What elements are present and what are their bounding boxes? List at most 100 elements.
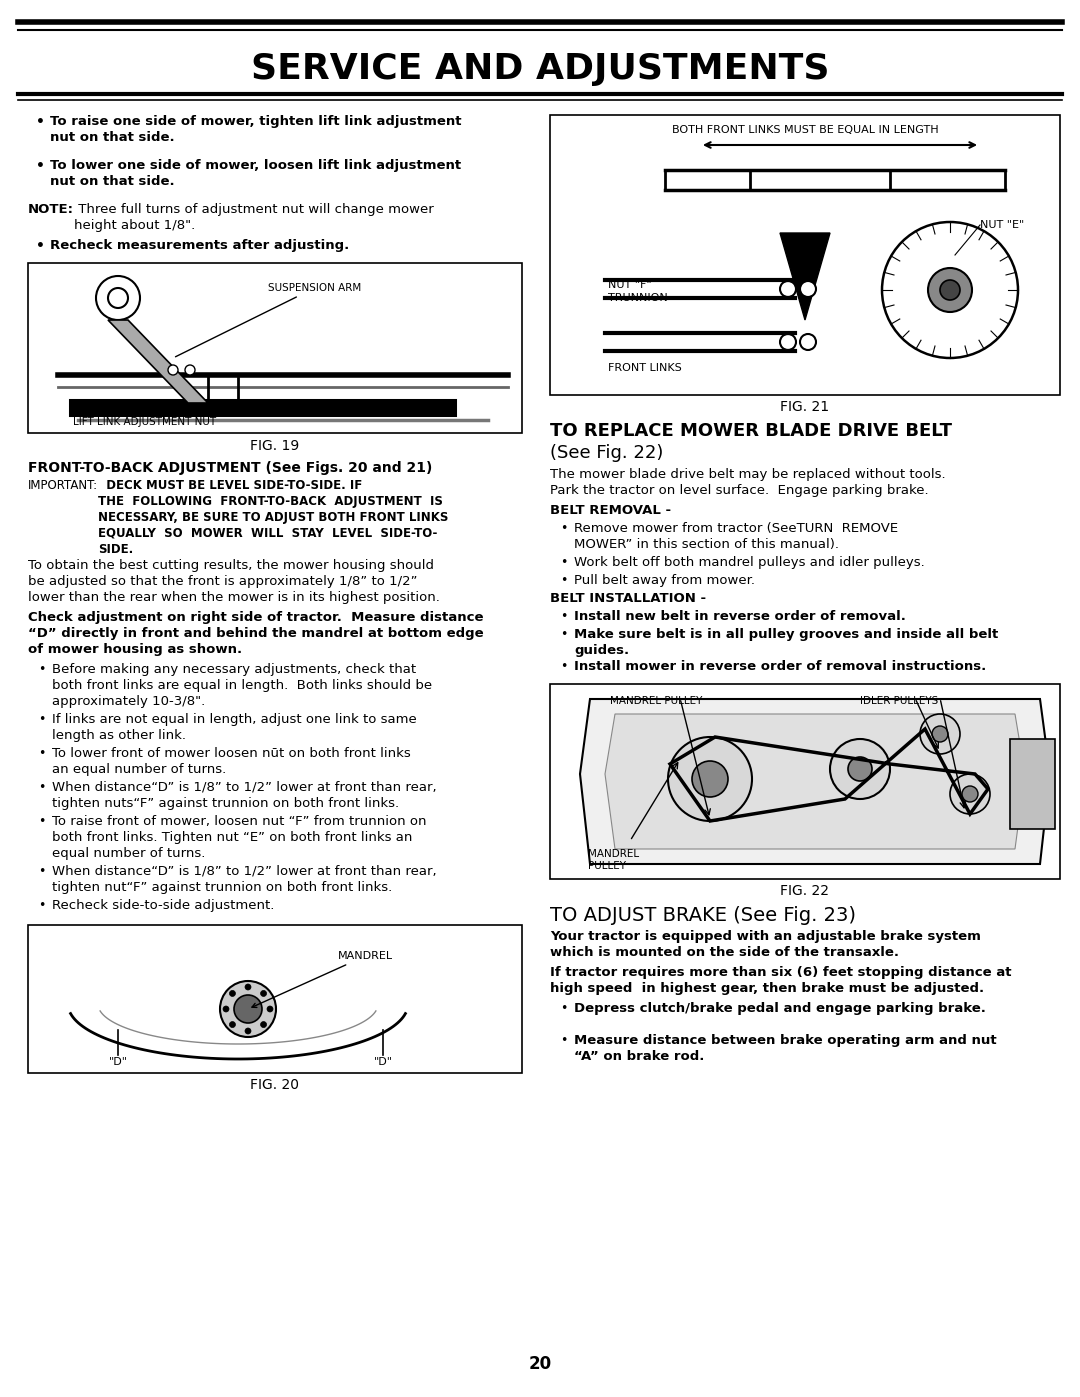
Text: "D": "D": [374, 1058, 392, 1067]
Text: 20: 20: [528, 1355, 552, 1373]
Text: FRONT-TO-BACK ADJUSTMENT (See Figs. 20 and 21): FRONT-TO-BACK ADJUSTMENT (See Figs. 20 a…: [28, 461, 432, 475]
Bar: [550, 685, 1059, 879]
Circle shape: [245, 983, 251, 990]
Text: SUSPENSION ARM: SUSPENSION ARM: [175, 284, 361, 356]
Text: Three full turns of adjustment nut will change mower
height about 1/8".: Three full turns of adjustment nut will …: [75, 203, 434, 232]
Text: •: •: [38, 781, 45, 793]
Text: BELT REMOVAL -: BELT REMOVAL -: [550, 504, 671, 517]
Text: •: •: [561, 1002, 567, 1016]
Circle shape: [800, 334, 816, 351]
Text: Pull belt away from mower.: Pull belt away from mower.: [573, 574, 755, 587]
Polygon shape: [580, 698, 1050, 863]
Circle shape: [780, 281, 796, 298]
Text: IMPORTANT:: IMPORTANT:: [28, 479, 98, 492]
Text: TRUNNION: TRUNNION: [608, 293, 667, 303]
Text: Depress clutch/brake pedal and engage parking brake.: Depress clutch/brake pedal and engage pa…: [573, 1002, 986, 1016]
Circle shape: [940, 279, 960, 300]
Circle shape: [848, 757, 872, 781]
Text: When distance“D” is 1/8” to 1/2” lower at front than rear,
tighten nuts“F” again: When distance“D” is 1/8” to 1/2” lower a…: [52, 781, 436, 810]
Text: Recheck measurements after adjusting.: Recheck measurements after adjusting.: [50, 239, 349, 251]
Circle shape: [669, 738, 752, 821]
Text: BOTH FRONT LINKS MUST BE EQUAL IN LENGTH: BOTH FRONT LINKS MUST BE EQUAL IN LENGTH: [672, 124, 939, 136]
Text: Install new belt in reverse order of removal.: Install new belt in reverse order of rem…: [573, 610, 906, 623]
Text: MANDREL: MANDREL: [252, 951, 393, 1007]
Circle shape: [245, 1028, 251, 1034]
Text: To lower one side of mower, loosen lift link adjustment
nut on that side.: To lower one side of mower, loosen lift …: [50, 159, 461, 189]
Text: The mower blade drive belt may be replaced without tools.
Park the tractor on le: The mower blade drive belt may be replac…: [550, 468, 946, 497]
Text: •: •: [561, 610, 567, 623]
Circle shape: [267, 1006, 273, 1011]
Text: TO REPLACE MOWER BLADE DRIVE BELT: TO REPLACE MOWER BLADE DRIVE BELT: [550, 422, 951, 440]
Text: To raise one side of mower, tighten lift link adjustment
nut on that side.: To raise one side of mower, tighten lift…: [50, 115, 461, 144]
Text: •: •: [38, 900, 45, 912]
Text: •: •: [561, 556, 567, 569]
Circle shape: [168, 365, 178, 374]
Text: DECK MUST BE LEVEL SIDE-TO-SIDE. IF
THE  FOLLOWING  FRONT-TO-BACK  ADJUSTMENT  I: DECK MUST BE LEVEL SIDE-TO-SIDE. IF THE …: [98, 479, 448, 556]
Circle shape: [920, 714, 960, 754]
Polygon shape: [108, 320, 208, 402]
Text: NOTE:: NOTE:: [28, 203, 75, 217]
Text: FIG. 22: FIG. 22: [781, 884, 829, 898]
Circle shape: [932, 726, 948, 742]
Polygon shape: [605, 714, 1025, 849]
Text: Your tractor is equipped with an adjustable brake system
which is mounted on the: Your tractor is equipped with an adjusta…: [550, 930, 981, 958]
Circle shape: [831, 739, 890, 799]
Text: To raise front of mower, loosen nut “F” from trunnion on
both front links. Tight: To raise front of mower, loosen nut “F” …: [52, 814, 427, 861]
Text: FIG. 20: FIG. 20: [251, 1078, 299, 1092]
Circle shape: [234, 995, 262, 1023]
Circle shape: [220, 981, 276, 1037]
Text: When distance“D” is 1/8” to 1/2” lower at front than rear,
tighten nut“F” agains: When distance“D” is 1/8” to 1/2” lower a…: [52, 865, 436, 894]
Text: LIFT LINK ADJUSTMENT NUT: LIFT LINK ADJUSTMENT NUT: [73, 407, 233, 427]
Text: Make sure belt is in all pulley grooves and inside all belt
guides.: Make sure belt is in all pulley grooves …: [573, 629, 998, 657]
Text: TO ADJUST BRAKE (See Fig. 23): TO ADJUST BRAKE (See Fig. 23): [550, 907, 856, 925]
Text: MANDREL PULLEY: MANDREL PULLEY: [610, 696, 702, 705]
Polygon shape: [1010, 739, 1055, 828]
Text: •: •: [38, 814, 45, 828]
Text: •: •: [38, 712, 45, 726]
Text: (See Fig. 22): (See Fig. 22): [550, 444, 663, 462]
Text: FIG. 21: FIG. 21: [781, 400, 829, 414]
Text: NUT "E": NUT "E": [980, 219, 1024, 231]
Text: To lower front of mower loosen nūt on both front links
an equal number of turns.: To lower front of mower loosen nūt on bo…: [52, 747, 410, 775]
Text: MANDREL
PULLEY: MANDREL PULLEY: [588, 849, 639, 872]
Text: FIG. 19: FIG. 19: [251, 439, 299, 453]
Text: Recheck side-to-side adjustment.: Recheck side-to-side adjustment.: [52, 900, 274, 912]
Circle shape: [108, 288, 129, 307]
Text: IDLER PULLEYS: IDLER PULLEYS: [860, 696, 939, 705]
Text: BELT INSTALLATION -: BELT INSTALLATION -: [550, 592, 706, 605]
Circle shape: [928, 268, 972, 312]
Text: •: •: [561, 522, 567, 535]
Text: Check adjustment on right side of tractor.  Measure distance
“D” directly in fro: Check adjustment on right side of tracto…: [28, 610, 484, 657]
Circle shape: [229, 1021, 235, 1028]
Circle shape: [962, 787, 978, 802]
Polygon shape: [780, 233, 831, 320]
Circle shape: [260, 1021, 267, 1028]
Text: If links are not equal in length, adjust one link to same
length as other link.: If links are not equal in length, adjust…: [52, 712, 417, 742]
Circle shape: [882, 222, 1018, 358]
Text: •: •: [561, 659, 567, 673]
Circle shape: [185, 365, 195, 374]
Text: SERVICE AND ADJUSTMENTS: SERVICE AND ADJUSTMENTS: [251, 52, 829, 87]
Text: •: •: [36, 239, 45, 253]
Text: Remove mower from tractor (SeeTURN  REMOVE
MOWER” in this section of this manual: Remove mower from tractor (SeeTURN REMOV…: [573, 522, 899, 550]
Text: •: •: [36, 115, 45, 129]
Circle shape: [229, 990, 235, 996]
Text: "D": "D": [108, 1058, 127, 1067]
Circle shape: [692, 761, 728, 798]
Text: Before making any necessary adjustments, check that
both front links are equal i: Before making any necessary adjustments,…: [52, 664, 432, 708]
Text: •: •: [38, 747, 45, 760]
Circle shape: [950, 774, 990, 814]
Text: FRONT LINKS: FRONT LINKS: [608, 363, 681, 373]
Text: •: •: [38, 865, 45, 877]
Circle shape: [260, 990, 267, 996]
Text: Measure distance between brake operating arm and nut
“A” on brake rod.: Measure distance between brake operating…: [573, 1034, 997, 1063]
Bar: [550, 115, 1059, 395]
Text: If tractor requires more than six (6) feet stopping distance at
high speed  in h: If tractor requires more than six (6) fe…: [550, 965, 1012, 995]
Circle shape: [800, 281, 816, 298]
Circle shape: [96, 277, 140, 320]
Text: NUT "F": NUT "F": [608, 279, 651, 291]
Text: •: •: [38, 664, 45, 676]
Text: Work belt off both mandrel pulleys and idler pulleys.: Work belt off both mandrel pulleys and i…: [573, 556, 924, 569]
Text: •: •: [561, 1034, 567, 1046]
Text: •: •: [561, 629, 567, 641]
